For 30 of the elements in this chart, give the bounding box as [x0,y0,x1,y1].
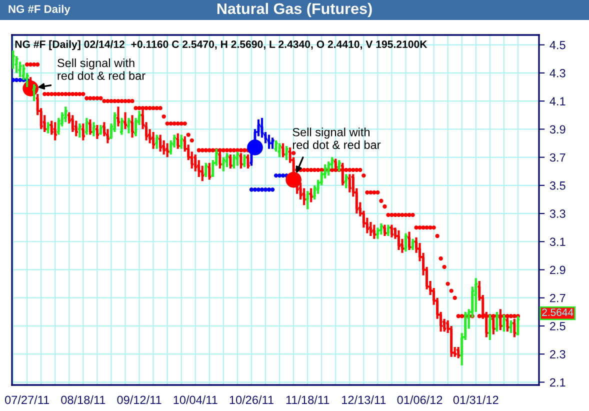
x-tick-label: 01/06/12 [397,395,442,404]
y-tick-label: 3.7 [550,153,566,162]
y-tick-label: 3.5 [550,181,566,190]
y-tick-label: 4.5 [550,40,566,50]
y-tick-label: 2.7 [550,294,566,302]
x-tick-label: 07/27/11 [5,395,50,404]
x-tick-label: 08/18/11 [61,395,106,404]
y-tick-label: 2.9 [550,266,566,274]
x-tick-label: 12/13/11 [342,395,386,404]
y-tick-label: 3.3 [550,210,566,218]
y-tick-label: 2.3 [550,350,566,358]
annotation: Sell signal with red dot & red bar [292,128,381,150]
x-tick-label: 10/04/11 [174,395,218,404]
x-tick-label: 09/12/11 [117,395,162,404]
x-tick-label: 01/31/12 [453,395,498,404]
y-tick-label: 4.3 [550,68,566,78]
point [270,188,275,192]
text: 2.5644 [542,308,574,316]
annotation: Sell signal with red dot & red bar [58,58,146,80]
y-tick-label: 3.1 [550,238,566,246]
y-tick-label: 4.1 [550,97,566,106]
y-tick-label: 2.1 [550,378,566,386]
x-tick-label: 10/26/11 [230,395,274,404]
text: NG #F Daily [8,4,70,16]
point [12,78,16,82]
y-tick-label: 3.9 [550,125,566,134]
x-tick-label: 11/18/11 [286,395,330,404]
chart-title: Natural Gas (Futures) [217,2,372,18]
chart-subtitle: NG #F [Daily] 02/14/12 +0.1160 C 2.5470, H 2.5690, L 2.4340, O 2.4410, V 195.2100K [15,40,428,50]
y-tick-label: 2.5 [550,322,566,330]
